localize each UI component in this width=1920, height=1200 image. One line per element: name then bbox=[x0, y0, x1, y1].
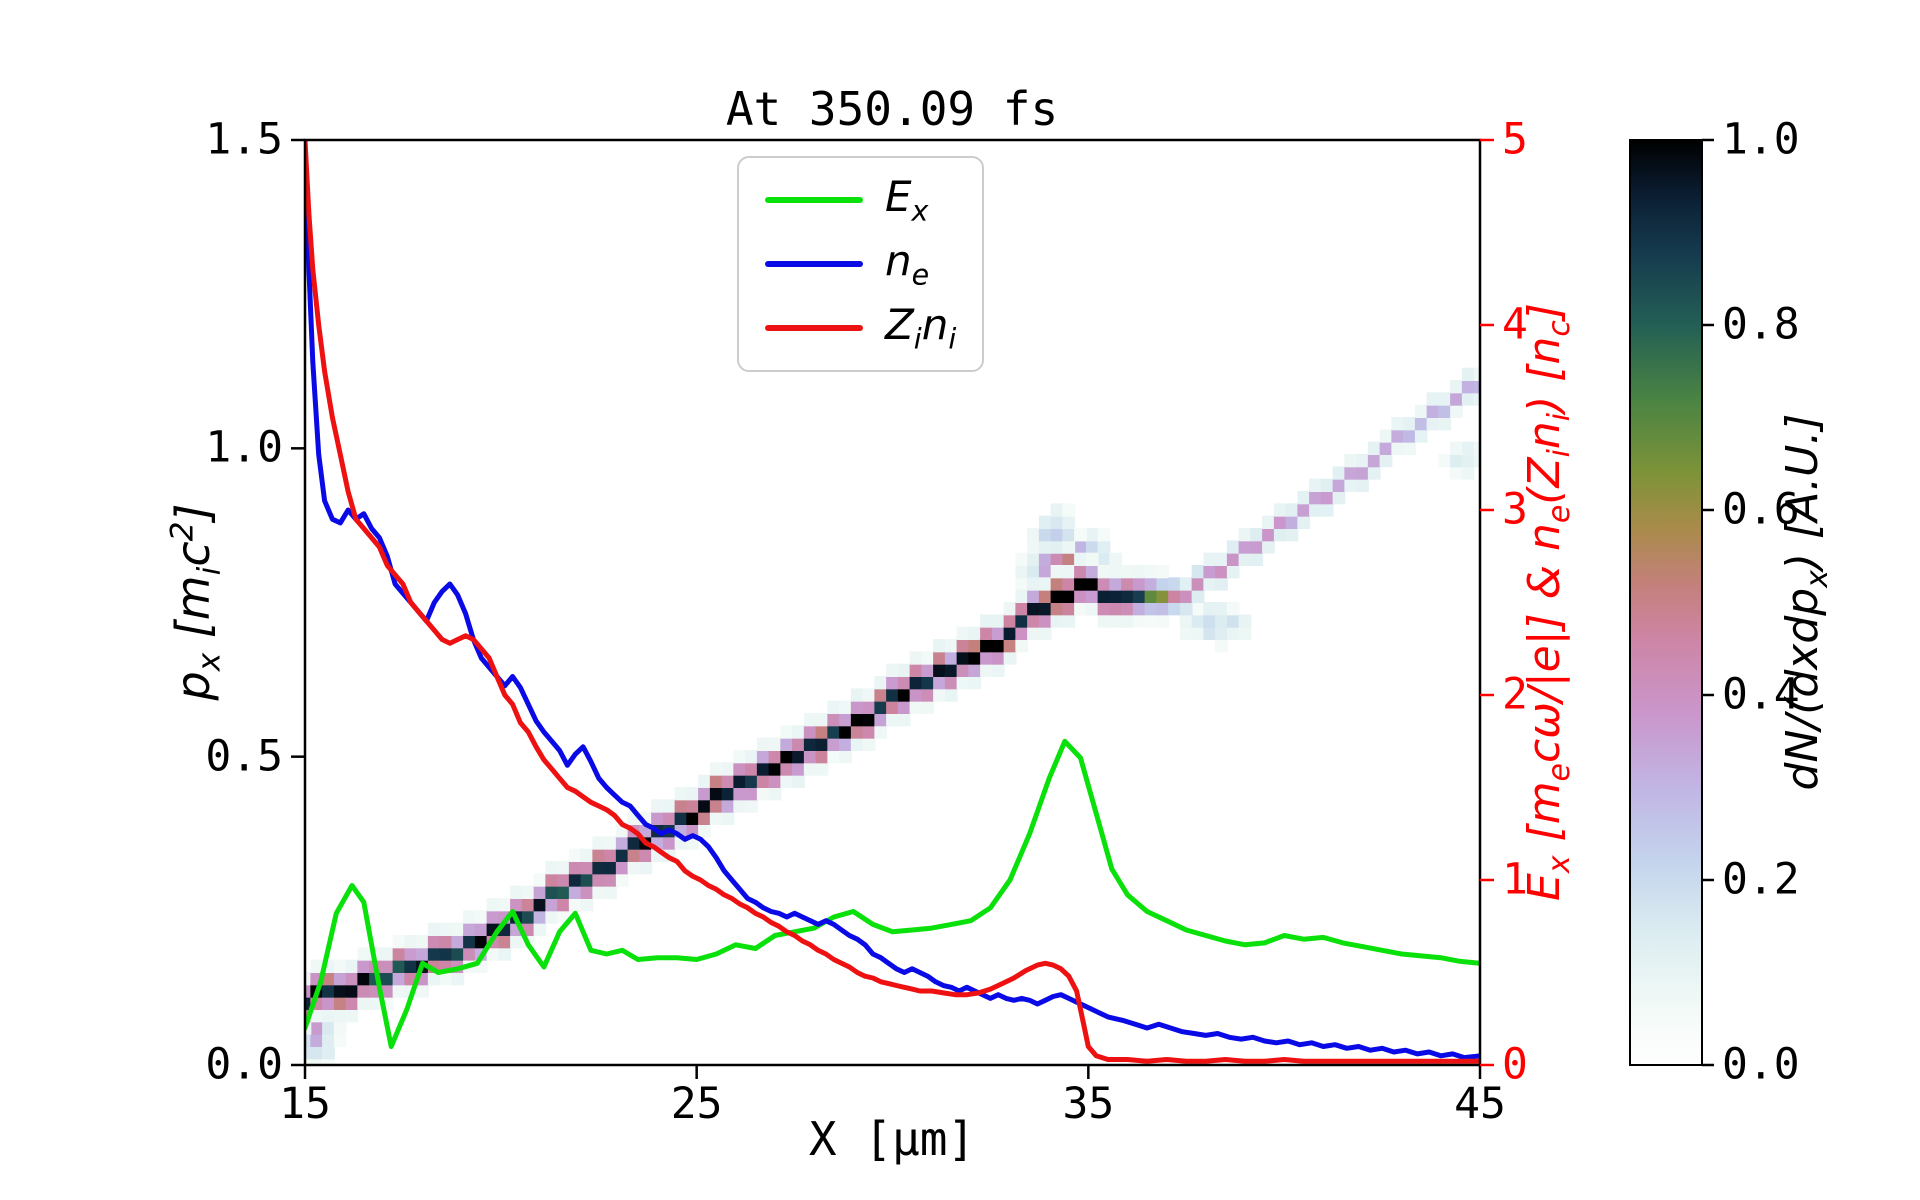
tick-label: 15 bbox=[279, 1079, 331, 1129]
tick-label: 0.4 bbox=[1722, 669, 1800, 720]
colorbar-gradient bbox=[1630, 140, 1702, 1065]
legend-item: Zini bbox=[765, 300, 956, 356]
legend-item: ne bbox=[765, 236, 956, 292]
legend-line-sample bbox=[765, 325, 863, 331]
tick-label: 0.8 bbox=[1722, 299, 1800, 350]
y-axis-label-right: Ex [mecω/|e|] & ne(Zini) [nc] bbox=[1519, 303, 1577, 901]
tick-label: 0.0 bbox=[205, 1039, 283, 1090]
legend-item: Ex bbox=[765, 172, 956, 228]
colorbar-border bbox=[1629, 139, 1703, 1066]
tick-label: 1.0 bbox=[1722, 114, 1800, 165]
line-ne bbox=[305, 165, 1480, 1061]
tick-label: 0 bbox=[1502, 1039, 1528, 1090]
tick-label: 35 bbox=[1062, 1079, 1115, 1129]
plot-title: At 350.09 fs bbox=[725, 82, 1059, 136]
legend: Ex ne Zini bbox=[737, 156, 985, 372]
colorbar-label: dN/(dxdpx) [A.U.] bbox=[1777, 413, 1835, 791]
tick-label: 5 bbox=[1502, 114, 1528, 165]
y-axis-label-left: px [mic2] bbox=[164, 503, 228, 701]
line-zini bbox=[305, 140, 1480, 1064]
tick-label: 25 bbox=[670, 1079, 723, 1129]
legend-line-sample bbox=[765, 197, 863, 203]
axes-border bbox=[303, 138, 1482, 1067]
tick-label: 3 bbox=[1502, 484, 1528, 535]
line-ex bbox=[305, 738, 1480, 1049]
x-axis-label: X [μm] bbox=[808, 1112, 976, 1166]
legend-label: Ex bbox=[885, 172, 929, 228]
legend-line-sample bbox=[765, 261, 863, 267]
tick-label: 1.5 bbox=[205, 114, 283, 165]
tick-label: 2 bbox=[1502, 669, 1528, 720]
tick-label: 45 bbox=[1454, 1079, 1506, 1129]
tick-label: 1.0 bbox=[205, 422, 283, 473]
legend-label: ne bbox=[885, 236, 930, 292]
tick-marks bbox=[291, 138, 1714, 1079]
tick-label: 1 bbox=[1502, 854, 1528, 905]
tick-label: 4 bbox=[1502, 299, 1528, 350]
tick-label: 0.2 bbox=[1722, 854, 1800, 905]
tick-label: 0.5 bbox=[205, 731, 283, 782]
tick-label: 0.0 bbox=[1722, 1039, 1800, 1090]
tick-label: 0.6 bbox=[1722, 484, 1800, 535]
legend-label: Zini bbox=[885, 300, 957, 356]
